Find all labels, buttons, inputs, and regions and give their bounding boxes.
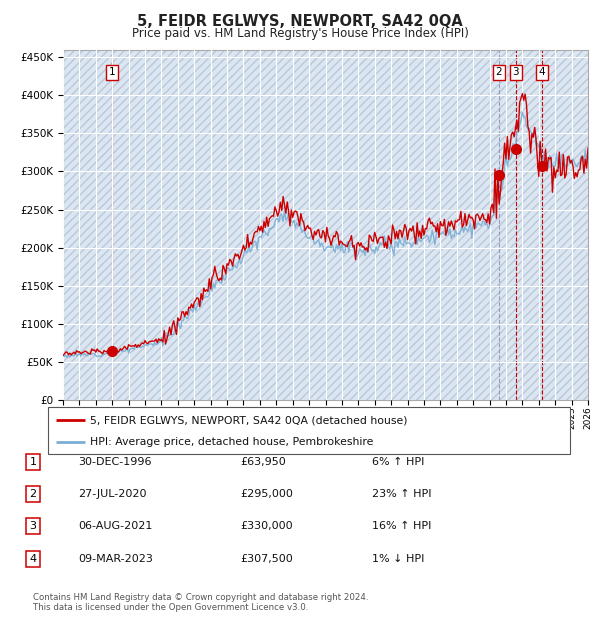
- Text: 27-JUL-2020: 27-JUL-2020: [78, 489, 146, 499]
- Text: 4: 4: [29, 554, 37, 564]
- Text: £330,000: £330,000: [240, 521, 293, 531]
- Text: HPI: Average price, detached house, Pembrokeshire: HPI: Average price, detached house, Pemb…: [90, 437, 373, 447]
- Text: £307,500: £307,500: [240, 554, 293, 564]
- Text: 16% ↑ HPI: 16% ↑ HPI: [372, 521, 431, 531]
- FancyBboxPatch shape: [48, 407, 570, 454]
- Text: Price paid vs. HM Land Registry's House Price Index (HPI): Price paid vs. HM Land Registry's House …: [131, 27, 469, 40]
- Text: 30-DEC-1996: 30-DEC-1996: [78, 457, 151, 467]
- Text: 6% ↑ HPI: 6% ↑ HPI: [372, 457, 424, 467]
- Text: 4: 4: [538, 68, 545, 78]
- Text: 3: 3: [29, 521, 37, 531]
- Text: 1% ↓ HPI: 1% ↓ HPI: [372, 554, 424, 564]
- Text: £295,000: £295,000: [240, 489, 293, 499]
- Text: Contains HM Land Registry data © Crown copyright and database right 2024.
This d: Contains HM Land Registry data © Crown c…: [33, 593, 368, 612]
- Text: 23% ↑ HPI: 23% ↑ HPI: [372, 489, 431, 499]
- Text: 09-MAR-2023: 09-MAR-2023: [78, 554, 153, 564]
- Text: 1: 1: [109, 68, 116, 78]
- Text: 1: 1: [29, 457, 37, 467]
- Text: 06-AUG-2021: 06-AUG-2021: [78, 521, 152, 531]
- Text: 5, FEIDR EGLWYS, NEWPORT, SA42 0QA: 5, FEIDR EGLWYS, NEWPORT, SA42 0QA: [137, 14, 463, 29]
- Text: 3: 3: [512, 68, 519, 78]
- Text: 5, FEIDR EGLWYS, NEWPORT, SA42 0QA (detached house): 5, FEIDR EGLWYS, NEWPORT, SA42 0QA (deta…: [90, 415, 407, 425]
- Text: 2: 2: [29, 489, 37, 499]
- Text: £63,950: £63,950: [240, 457, 286, 467]
- Text: 2: 2: [496, 68, 502, 78]
